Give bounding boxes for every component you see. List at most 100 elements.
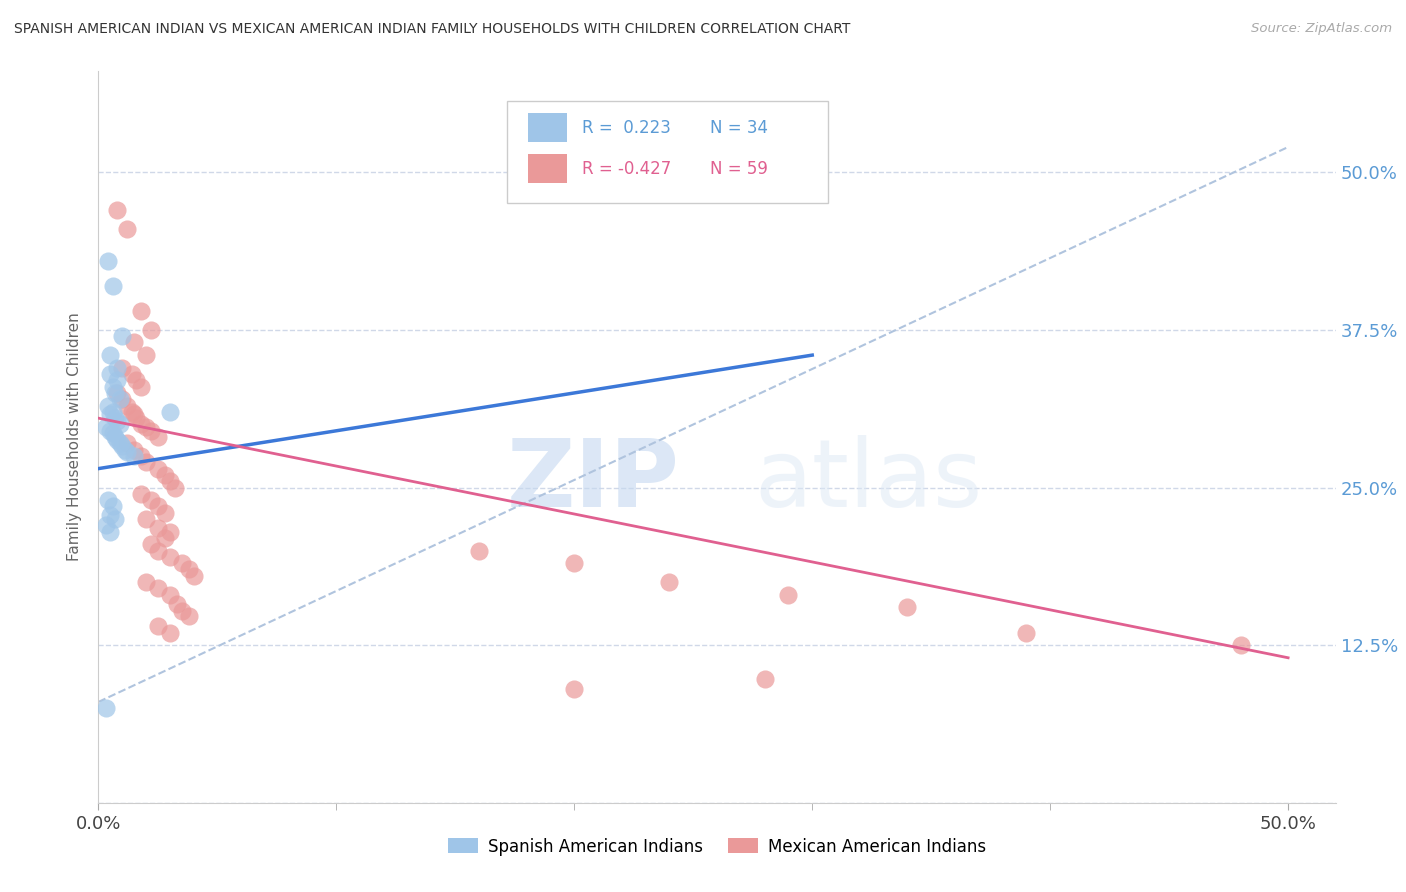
- Point: [159, 549, 181, 564]
- Point: [121, 405, 143, 419]
- Point: [129, 379, 152, 393]
- Point: [562, 556, 585, 570]
- Point: [183, 569, 205, 583]
- Point: [139, 424, 162, 438]
- Point: [121, 367, 143, 381]
- Point: [115, 399, 138, 413]
- Text: SPANISH AMERICAN INDIAN VS MEXICAN AMERICAN INDIAN FAMILY HOUSEHOLDS WITH CHILDR: SPANISH AMERICAN INDIAN VS MEXICAN AMERI…: [14, 22, 851, 37]
- Point: [129, 487, 152, 501]
- Point: [97, 253, 120, 268]
- Point: [122, 442, 145, 457]
- FancyBboxPatch shape: [527, 154, 568, 183]
- Point: [135, 348, 157, 362]
- Point: [125, 373, 148, 387]
- Point: [107, 360, 129, 375]
- Point: [94, 420, 117, 434]
- Point: [129, 417, 152, 432]
- Point: [122, 335, 145, 350]
- Point: [107, 386, 129, 401]
- Point: [98, 524, 121, 539]
- Point: [170, 604, 193, 618]
- Point: [1229, 638, 1251, 652]
- Point: [111, 439, 134, 453]
- Point: [146, 461, 169, 475]
- Point: [125, 411, 148, 425]
- Point: [153, 506, 176, 520]
- Text: N = 59: N = 59: [710, 160, 768, 178]
- Point: [1015, 625, 1038, 640]
- Point: [135, 512, 157, 526]
- Point: [135, 420, 157, 434]
- Point: [108, 392, 131, 407]
- Point: [170, 556, 193, 570]
- Point: [94, 701, 117, 715]
- Point: [153, 531, 176, 545]
- Point: [107, 414, 129, 428]
- Point: [98, 348, 121, 362]
- Point: [115, 445, 138, 459]
- Point: [94, 518, 117, 533]
- Text: ZIP: ZIP: [508, 435, 681, 527]
- Point: [101, 278, 124, 293]
- Point: [98, 508, 121, 523]
- Point: [98, 367, 121, 381]
- Point: [101, 426, 124, 441]
- Point: [146, 582, 169, 596]
- Point: [135, 575, 157, 590]
- Point: [129, 449, 152, 463]
- Point: [98, 408, 121, 422]
- Text: R = -0.427: R = -0.427: [582, 160, 672, 178]
- Text: R =  0.223: R = 0.223: [582, 119, 671, 136]
- Point: [896, 600, 918, 615]
- Point: [101, 405, 124, 419]
- Point: [146, 500, 169, 514]
- Text: Source: ZipAtlas.com: Source: ZipAtlas.com: [1251, 22, 1392, 36]
- Point: [104, 411, 127, 425]
- Point: [111, 329, 134, 343]
- Point: [108, 417, 131, 432]
- Point: [159, 524, 181, 539]
- Point: [107, 433, 129, 447]
- Point: [101, 500, 124, 514]
- Point: [166, 597, 188, 611]
- FancyBboxPatch shape: [506, 101, 828, 203]
- Point: [159, 625, 181, 640]
- Point: [658, 575, 681, 590]
- Point: [146, 521, 169, 535]
- Point: [97, 399, 120, 413]
- Point: [111, 360, 134, 375]
- Legend: Spanish American Indians, Mexican American Indians: Spanish American Indians, Mexican Americ…: [440, 830, 994, 864]
- Point: [146, 543, 169, 558]
- Point: [122, 408, 145, 422]
- Point: [104, 512, 127, 526]
- Point: [177, 609, 200, 624]
- Point: [159, 405, 181, 419]
- Point: [129, 304, 152, 318]
- Point: [139, 537, 162, 551]
- Point: [98, 424, 121, 438]
- Point: [115, 222, 138, 236]
- Point: [778, 588, 800, 602]
- Point: [104, 386, 127, 401]
- Text: N = 34: N = 34: [710, 119, 768, 136]
- FancyBboxPatch shape: [527, 113, 568, 143]
- Point: [114, 442, 136, 457]
- Point: [122, 449, 145, 463]
- Point: [108, 436, 131, 450]
- Point: [159, 474, 181, 488]
- Y-axis label: Family Households with Children: Family Households with Children: [67, 313, 83, 561]
- Point: [754, 672, 776, 686]
- Point: [153, 467, 176, 482]
- Point: [104, 430, 127, 444]
- Point: [107, 373, 129, 387]
- Point: [146, 619, 169, 633]
- Point: [97, 493, 120, 508]
- Text: atlas: atlas: [754, 435, 983, 527]
- Point: [107, 203, 129, 218]
- Point: [115, 436, 138, 450]
- Point: [135, 455, 157, 469]
- Point: [101, 379, 124, 393]
- Point: [468, 543, 491, 558]
- Point: [163, 481, 186, 495]
- Point: [562, 682, 585, 697]
